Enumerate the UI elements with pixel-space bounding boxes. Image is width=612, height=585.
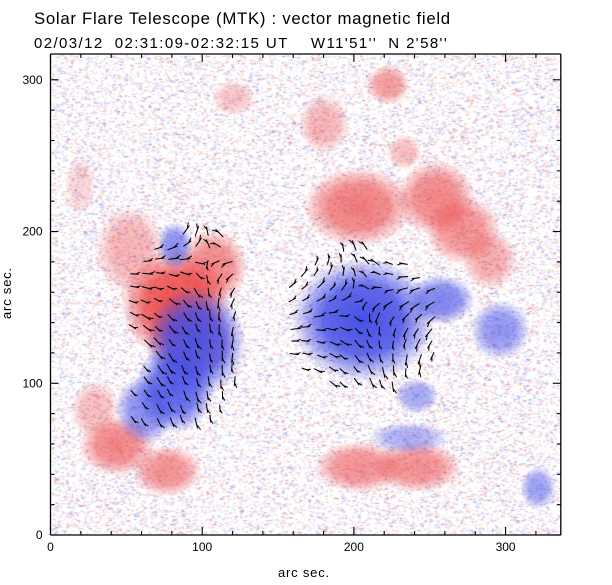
svg-text:200: 200	[22, 225, 42, 239]
svg-text:0: 0	[47, 540, 54, 554]
svg-text:0: 0	[36, 528, 43, 542]
svg-text:300: 300	[22, 73, 42, 87]
svg-text:100: 100	[192, 540, 212, 554]
svg-text:200: 200	[344, 540, 364, 554]
svg-text:300: 300	[496, 540, 516, 554]
svg-text:100: 100	[22, 376, 42, 390]
